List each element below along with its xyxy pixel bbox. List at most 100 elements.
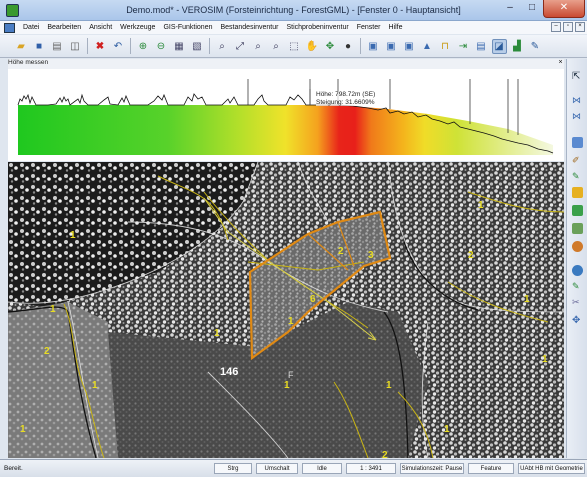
map-labels: 1 1 2 1 1 2 1 1 1 1 2 3 6 1 1 2 1 1 — [20, 200, 548, 458]
document-icon[interactable] — [4, 22, 15, 33]
profile-close-button[interactable]: × — [558, 59, 563, 66]
mdi-minimize-button[interactable]: – — [551, 22, 561, 32]
canopy-profile-line — [17, 93, 554, 154]
toolbar-separator — [209, 38, 210, 54]
pan-hand-icon[interactable]: ✋ — [305, 40, 319, 52]
direction-arrow — [203, 197, 377, 341]
maximize-button[interactable]: □ — [528, 2, 536, 13]
grid-view-icon-3[interactable]: ▣ — [404, 40, 414, 52]
save-icon[interactable]: ■ — [35, 40, 43, 52]
print-preview-icon[interactable]: ◫ — [70, 40, 80, 52]
zoom-extent-icon[interactable]: ⤢ — [236, 40, 244, 52]
toolbar-separator — [130, 38, 131, 54]
region-label: 3 — [368, 250, 374, 261]
menu-stichprobeninventur[interactable]: Stichprobeninventur — [286, 24, 349, 31]
menu-gis-funktionen[interactable]: GIS-Funktionen — [163, 24, 213, 31]
region-label: 1 — [284, 380, 290, 391]
move-icon[interactable]: ✥ — [325, 40, 335, 52]
export-icon[interactable]: ⇥ — [458, 40, 468, 52]
app-icon[interactable] — [6, 4, 19, 17]
region-label: 1 — [92, 380, 98, 391]
status-bar: Bereit. Strg Umschalt Idle 1 : 3491 Simu… — [0, 459, 587, 477]
window-title: Demo.mod* - VEROSIM (Forsteinrichtung - … — [126, 5, 461, 15]
draw-icon[interactable]: ✎ — [572, 281, 580, 291]
magnifier-icon[interactable]: ⌕ — [219, 40, 225, 52]
sub-stand-line — [307, 221, 355, 271]
dark-conifer-area — [8, 162, 258, 307]
zoom-out-icon[interactable]: ⊖ — [156, 40, 166, 52]
region-label: 1 — [542, 354, 548, 365]
height-readout: Höhe: 798.72m (SE) — [316, 91, 376, 98]
region-label: 2 — [468, 250, 474, 261]
stand-number-label: 146 — [220, 366, 238, 378]
region-label: 1 — [70, 230, 76, 241]
title-bar: Demo.mod* - VEROSIM (Forsteinrichtung - … — [0, 0, 587, 21]
navigate-icon[interactable]: ✥ — [572, 315, 581, 326]
status-ctrl: Strg — [214, 463, 252, 474]
pen-tool-icon[interactable]: ✎ — [572, 171, 580, 181]
profile-readout: Höhe: 798.72m (SE) Steigung: 31.6609% — [316, 91, 376, 106]
open-folder-icon[interactable]: ▰ — [17, 40, 25, 52]
selected-stand-outline — [248, 210, 392, 361]
menu-werkzeuge[interactable]: Werkzeuge — [120, 24, 156, 31]
record-icon[interactable]: ● — [344, 40, 352, 52]
minimize-button[interactable]: – — [507, 2, 513, 13]
orthophoto-map: 1 1 2 1 1 2 1 1 1 1 2 3 6 1 1 2 1 1 146 … — [8, 162, 564, 458]
region-label: 1 — [444, 424, 450, 435]
expand-icon[interactable]: ⋈ — [572, 95, 581, 105]
white-cutout — [338, 105, 553, 145]
region-label: 1 — [20, 424, 26, 435]
white-boundary-lines — [8, 162, 564, 458]
menu-bestandesinventur[interactable]: Bestandesinventur — [220, 24, 279, 31]
delete-icon[interactable]: ✖ — [95, 40, 105, 52]
table-icon[interactable]: ▤ — [476, 40, 486, 52]
zoom-window-icon[interactable]: ⌕ — [255, 40, 261, 52]
map-view[interactable]: 1 1 2 1 1 2 1 1 1 1 2 3 6 1 1 2 1 1 146 … — [8, 162, 564, 458]
palette-icon[interactable] — [572, 241, 583, 252]
view-icon[interactable]: ▦ — [174, 40, 184, 52]
menu-fenster[interactable]: Fenster — [356, 24, 381, 31]
menu-hilfe[interactable]: Hilfe — [388, 24, 403, 31]
main-toolbar: ▰ ■ ▤ ◫ ✖ ↶ ⊕ ⊖ ▦ ▧ ⌕ ⤢ ⌕ ⌕ ⬚ ✋ ✥ ● ▣ ▣ … — [0, 35, 587, 58]
menu-ansicht[interactable]: Ansicht — [89, 24, 113, 31]
print-icon[interactable]: ▤ — [52, 40, 62, 52]
zoom-in-icon[interactable]: ⊕ — [138, 40, 148, 52]
zoom-previous-icon[interactable]: ⌕ — [273, 40, 279, 52]
region-label: 1 — [50, 304, 56, 315]
height-profile-icon[interactable]: ◪ — [491, 38, 507, 54]
smooth-grey-area — [108, 302, 428, 458]
edit-icon[interactable]: ✎ — [530, 40, 540, 52]
bright-forest-area — [388, 162, 564, 312]
mdi-close-button[interactable]: × — [575, 22, 585, 32]
bookmark-icon[interactable] — [572, 187, 583, 198]
status-selection: UAbt HB mit Geometrie — [518, 463, 585, 474]
terrain-icon[interactable]: ▲ — [422, 40, 432, 52]
measure-icon[interactable]: ⊓ — [441, 40, 449, 52]
menu-datei[interactable]: Datei — [23, 24, 40, 31]
close-button[interactable]: ✕ — [543, 0, 585, 18]
layer-tool-icon[interactable] — [572, 137, 583, 148]
grid-view-icon-2[interactable]: ▣ — [386, 40, 396, 52]
help-cursor-icon[interactable]: ⇱ — [572, 71, 581, 82]
globe-icon[interactable] — [572, 265, 583, 276]
menu-bearbeiten[interactable]: Bearbeiten — [47, 24, 82, 31]
window-controls: – □ ✕ — [499, 0, 585, 18]
region-label: 1 — [214, 328, 220, 339]
mdi-restore-button[interactable]: ▫ — [563, 22, 573, 32]
grid-view-icon[interactable]: ▣ — [368, 40, 378, 52]
green-layer-icon[interactable] — [572, 205, 583, 216]
undo-icon[interactable]: ↶ — [113, 40, 123, 52]
collapse-icon[interactable]: ⋈ — [572, 111, 581, 121]
layer-icon[interactable]: ▧ — [192, 40, 202, 52]
region-label: 2 — [44, 346, 50, 357]
chart-icon[interactable]: ▟ — [513, 40, 521, 52]
toolbar-separator — [360, 38, 361, 54]
status-idle: Idle — [302, 463, 342, 474]
right-toolbar: ⇱ ⋈ ⋈ ✐ ✎ ✎ ✂ ✥ — [566, 59, 587, 458]
eraser-icon[interactable]: ✂ — [572, 297, 580, 307]
zoom-box-icon[interactable]: ⬚ — [289, 40, 299, 52]
height-profile-chart[interactable]: Höhe: 798.72m (SE) Steigung: 31.6609% — [8, 69, 564, 161]
map-tool-icon[interactable] — [572, 223, 583, 234]
brush-tool-icon[interactable]: ✐ — [572, 155, 580, 165]
yellow-boundary-lines — [63, 175, 564, 458]
